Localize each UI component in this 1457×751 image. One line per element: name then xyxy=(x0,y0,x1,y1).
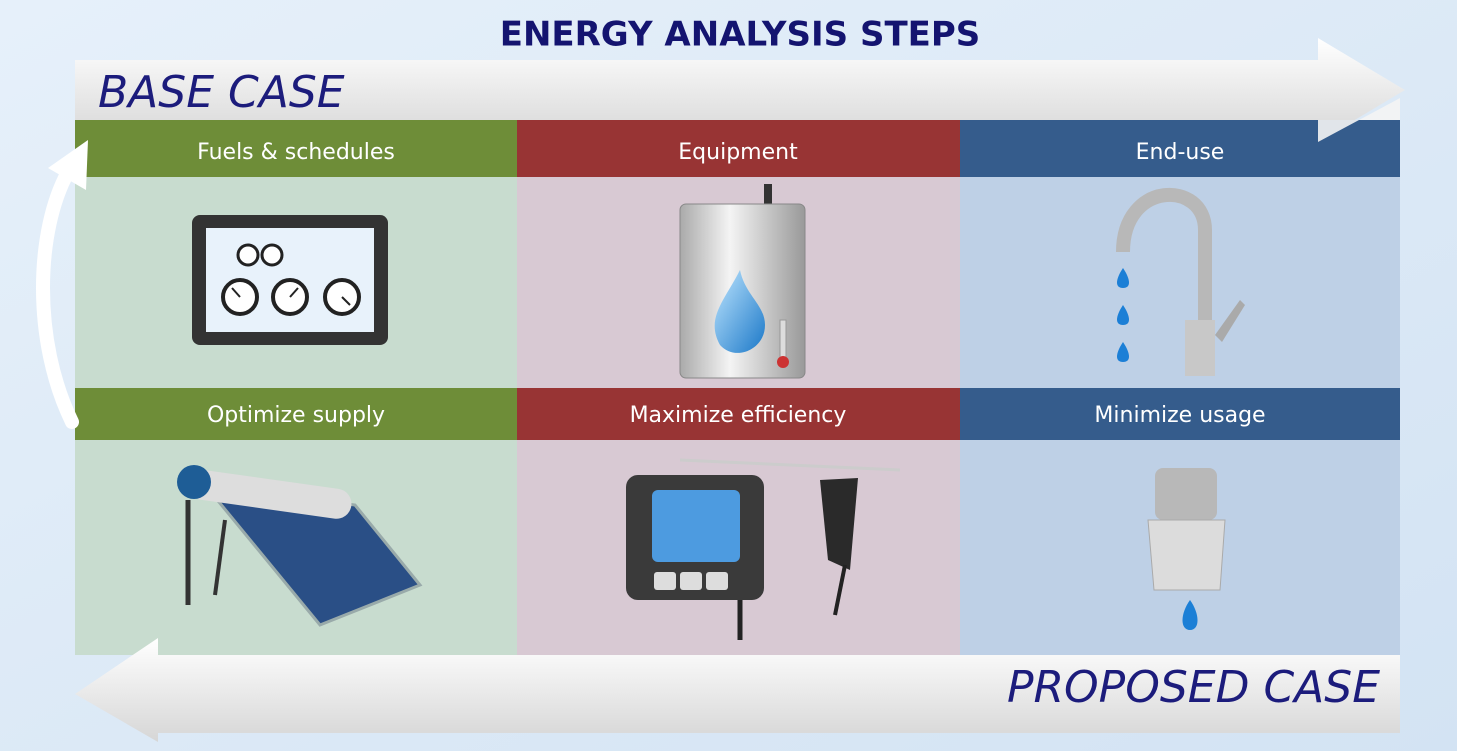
cell-header: Minimize usage xyxy=(1094,403,1265,428)
base-case-label: BASE CASE xyxy=(98,67,345,118)
faucet-icon-part xyxy=(1185,320,1215,376)
grid-part xyxy=(960,177,1400,388)
cell-header: End-use xyxy=(1136,140,1225,165)
diagram: ENERGY ANALYSIS STEPS BASE CASE Fuels & … xyxy=(0,0,1457,751)
gauge-panel-icon xyxy=(192,215,388,345)
meter-icon-part xyxy=(654,572,676,590)
proposed-case-label: PROPOSED CASE xyxy=(1007,662,1380,713)
page: ENERGY ANALYSIS STEPS BASE CASE Fuels & … xyxy=(0,0,1457,751)
water-heater-icon-part xyxy=(780,320,786,360)
water-heater-icon-part xyxy=(777,356,789,368)
meter-icon-part xyxy=(652,490,740,562)
meter-icon-part xyxy=(680,572,702,590)
gauge-panel-icon-part xyxy=(238,245,258,265)
gauge-panel-icon-part xyxy=(262,245,282,265)
cell-header: Fuels & schedules xyxy=(197,140,395,165)
cell-header: Maximize efficiency xyxy=(630,403,847,428)
aerator-icon-part xyxy=(1155,468,1217,520)
cell-header: Equipment xyxy=(678,140,798,165)
cell-header: Optimize supply xyxy=(207,403,385,428)
water-heater-icon xyxy=(680,184,805,378)
aerator-icon-part xyxy=(1148,520,1225,590)
meter-icon-part xyxy=(706,572,728,590)
water-heater-icon-part xyxy=(764,184,772,204)
title: ENERGY ANALYSIS STEPS xyxy=(500,15,981,55)
solar-collector-icon-part xyxy=(177,465,211,499)
